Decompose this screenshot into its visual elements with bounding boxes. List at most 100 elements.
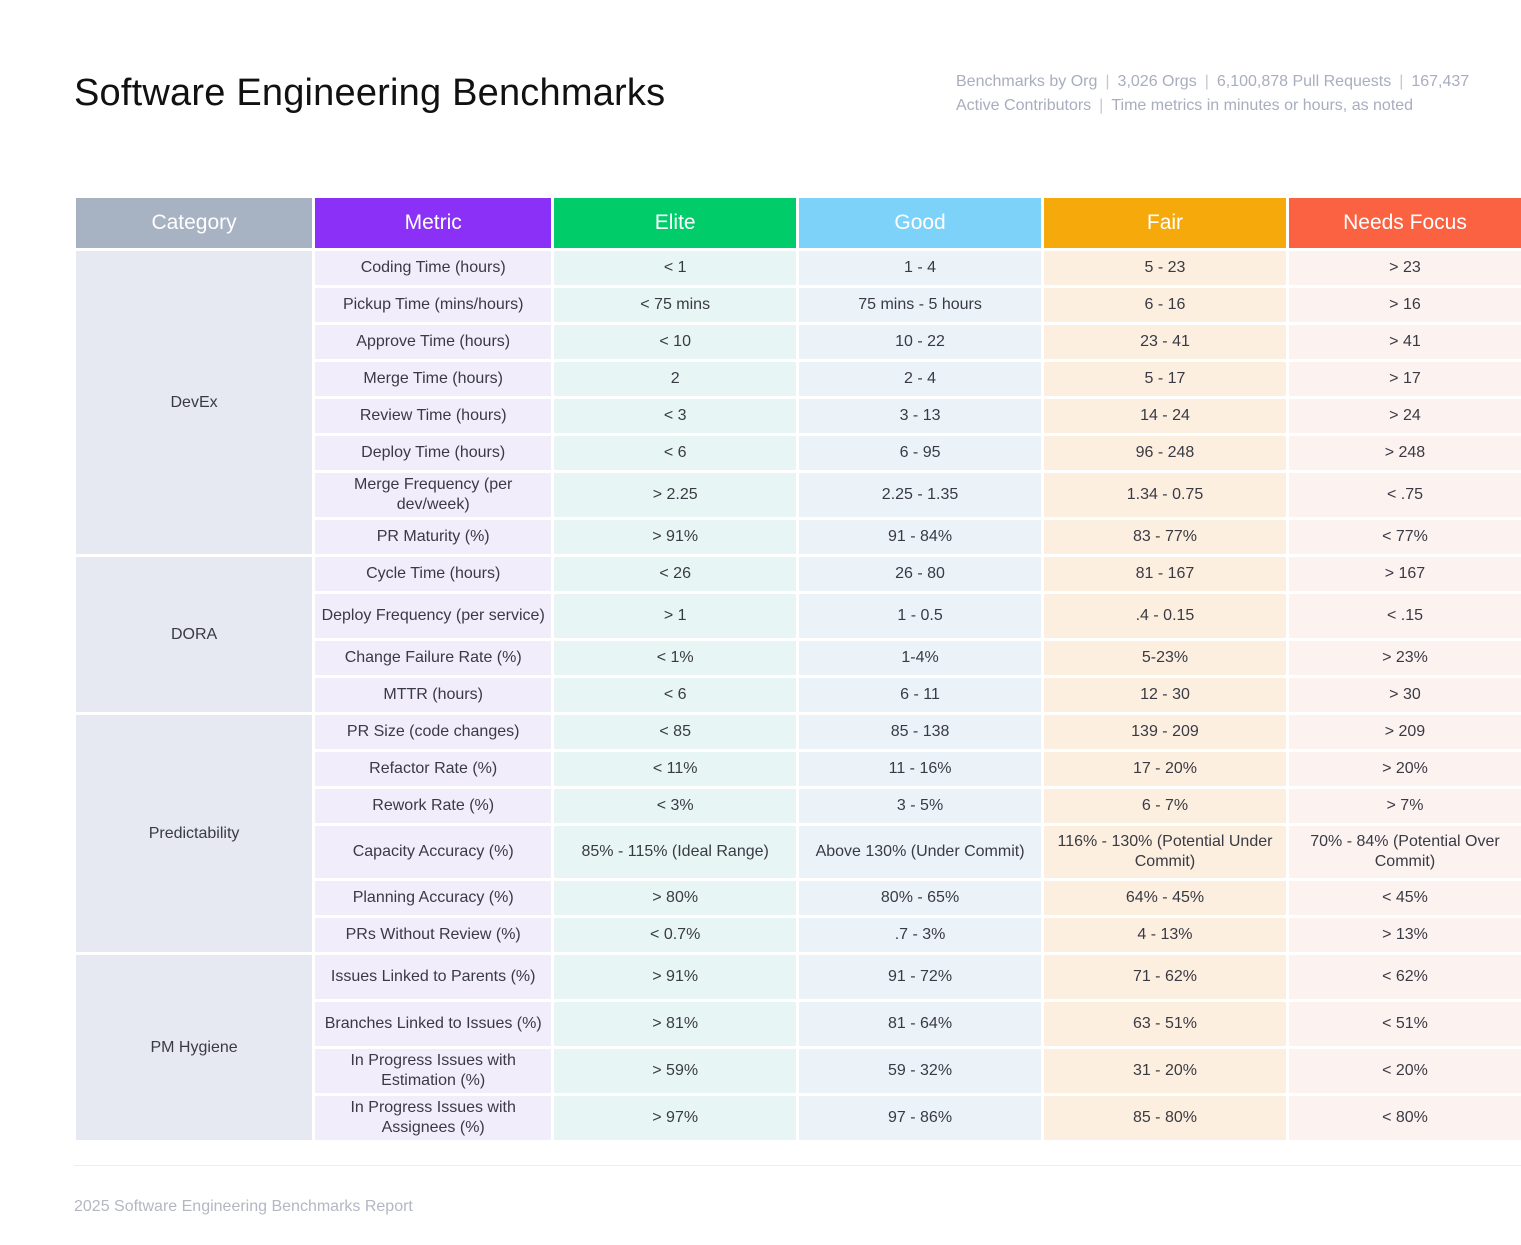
table-row: Planning Accuracy (%) > 80% 80% - 65% 64% -… — [76, 881, 1521, 915]
elite-cell: > 1 — [554, 594, 797, 638]
header-elite: Elite — [554, 198, 797, 248]
elite-cell: > 97% — [554, 1096, 797, 1140]
good-cell: 3 - 13 — [799, 399, 1041, 433]
elite-cell: > 59% — [554, 1049, 797, 1093]
header-good: Good — [799, 198, 1041, 248]
table-row: PR Maturity (%) > 91% 91 - 84% 83 - 77% < 77… — [76, 520, 1521, 554]
needs-focus-cell: < 62% — [1288, 955, 1521, 999]
page-title: Software Engineering Benchmarks — [74, 72, 666, 114]
report-meta: Benchmarks by Org | 3,026 Orgs | 6,100,878 P… — [956, 70, 1516, 118]
good-cell: 91 - 72% — [799, 955, 1041, 999]
fair-cell: 12 - 30 — [1044, 678, 1286, 712]
elite-cell: < 1% — [554, 641, 797, 675]
fair-cell: 139 - 209 — [1044, 715, 1286, 749]
elite-cell: < 6 — [554, 436, 797, 470]
table-row: Pickup Time (mins/hours) < 75 mins 75 mins… — [76, 288, 1521, 322]
table-row: DORA Cycle Time (hours) < 26 26 - 80 81 - 16… — [76, 557, 1521, 712]
metric-cell: Planning Accuracy (%) — [315, 881, 552, 915]
metric-cell: In Progress Issues with Estimation (%) — [315, 1049, 552, 1093]
good-cell: 75 mins - 5 hours — [799, 288, 1041, 322]
metric-cell: Pickup Time (mins/hours) — [315, 288, 552, 322]
header-metric: Metric — [315, 198, 552, 248]
fair-cell: 63 - 51% — [1044, 1002, 1286, 1046]
needs-focus-cell: < 45% — [1288, 881, 1521, 915]
needs-focus-cell: < 20% — [1288, 1049, 1521, 1093]
good-cell: .7 - 3% — [799, 918, 1041, 952]
header-fair: Fair — [1044, 198, 1286, 248]
meta-item: Time metrics in minutes or hours, as not… — [1111, 97, 1414, 114]
elite-cell: < 11% — [554, 752, 797, 786]
good-cell: 26 - 80 — [799, 557, 1041, 591]
table-row: Branches Linked to Issues (%) > 81% 81 - 6… — [76, 1002, 1521, 1046]
good-cell: 11 - 16% — [799, 752, 1041, 786]
needs-focus-cell: > 16 — [1288, 288, 1521, 322]
fair-cell: 14 - 24 — [1044, 399, 1286, 433]
elite-cell: < 10 — [554, 325, 797, 359]
metric-cell: Deploy Frequency (per service) — [315, 594, 552, 638]
elite-cell: > 91% — [554, 955, 797, 999]
good-cell: 6 - 95 — [799, 436, 1041, 470]
fair-cell: 81 - 167 — [1044, 557, 1286, 591]
needs-focus-cell: > 41 — [1288, 325, 1521, 359]
elite-cell: > 81% — [554, 1002, 797, 1046]
metric-cell: In Progress Issues with Assignees (%) — [315, 1096, 552, 1140]
good-cell: 2 - 4 — [799, 362, 1041, 396]
meta-separator: | — [1204, 73, 1209, 90]
metric-cell: PR Size (code changes) — [315, 715, 552, 749]
fair-cell: 23 - 41 — [1044, 325, 1286, 359]
metric-cell: Change Failure Rate (%) — [315, 641, 552, 675]
good-cell: 97 - 86% — [799, 1096, 1041, 1140]
good-cell: Above 130% (Under Commit) — [799, 826, 1041, 878]
meta-separator: | — [1399, 73, 1404, 90]
elite-cell: < 3 — [554, 399, 797, 433]
table-row: Refactor Rate (%) < 11% 11 - 16% 17 - 20% > … — [76, 752, 1521, 786]
table-row: Approve Time (hours) < 10 10 - 22 23 - 41 > … — [76, 325, 1521, 359]
table-row: Rework Rate (%) < 3% 3 - 5% 6 - 7% > 7% — [76, 789, 1521, 823]
elite-cell: < 26 — [554, 557, 797, 591]
category-cell: PM Hygiene — [76, 955, 313, 1140]
fair-cell: 17 - 20% — [1044, 752, 1286, 786]
header-category: Category — [76, 198, 313, 248]
elite-cell: < 1 — [554, 251, 797, 285]
meta-separator: | — [1099, 97, 1104, 114]
fair-cell: 71 - 62% — [1044, 955, 1286, 999]
elite-cell: < 85 — [554, 715, 797, 749]
meta-item: Benchmarks by Org — [956, 73, 1098, 90]
needs-focus-cell: < 77% — [1288, 520, 1521, 554]
fair-cell: 4 - 13% — [1044, 918, 1286, 952]
elite-cell: > 91% — [554, 520, 797, 554]
table-row: PM Hygiene Issues Linked to Parents (%) > … — [76, 955, 1521, 1140]
fair-cell: 5-23% — [1044, 641, 1286, 675]
metric-cell: Review Time (hours) — [315, 399, 552, 433]
metric-cell: Branches Linked to Issues (%) — [315, 1002, 552, 1046]
fair-cell: 116% - 130% (Potential Under Commit) — [1044, 826, 1286, 878]
good-cell: 1 - 0.5 — [799, 594, 1041, 638]
needs-focus-cell: < 80% — [1288, 1096, 1521, 1140]
metric-cell: Issues Linked to Parents (%) — [315, 955, 552, 999]
needs-focus-cell: > 17 — [1288, 362, 1521, 396]
table-row: Predictability PR Size (code changes) < 85… — [76, 715, 1521, 952]
elite-cell: > 80% — [554, 881, 797, 915]
needs-focus-cell: < 51% — [1288, 1002, 1521, 1046]
meta-item: 6,100,878 Pull Requests — [1216, 73, 1392, 90]
needs-focus-cell: < .15 — [1288, 594, 1521, 638]
header-needs-focus: Needs Focus — [1288, 198, 1521, 248]
fair-cell: 85 - 80% — [1044, 1096, 1286, 1140]
needs-focus-cell: > 209 — [1288, 715, 1521, 749]
needs-focus-cell: > 30 — [1288, 678, 1521, 712]
good-cell: 81 - 64% — [799, 1002, 1041, 1046]
table-row: Change Failure Rate (%) < 1% 1-4% 5-23% > 23… — [76, 641, 1521, 675]
elite-cell: < 0.7% — [554, 918, 797, 952]
elite-cell: 85% - 115% (Ideal Range) — [554, 826, 797, 878]
elite-cell: < 75 mins — [554, 288, 797, 322]
needs-focus-cell: > 24 — [1288, 399, 1521, 433]
fair-cell: 64% - 45% — [1044, 881, 1286, 915]
metric-cell: MTTR (hours) — [315, 678, 552, 712]
table-row: PRs Without Review (%) < 0.7% .7 - 3% 4 - 1… — [76, 918, 1521, 952]
category-cell: DORA — [76, 557, 313, 712]
fair-cell: 5 - 17 — [1044, 362, 1286, 396]
